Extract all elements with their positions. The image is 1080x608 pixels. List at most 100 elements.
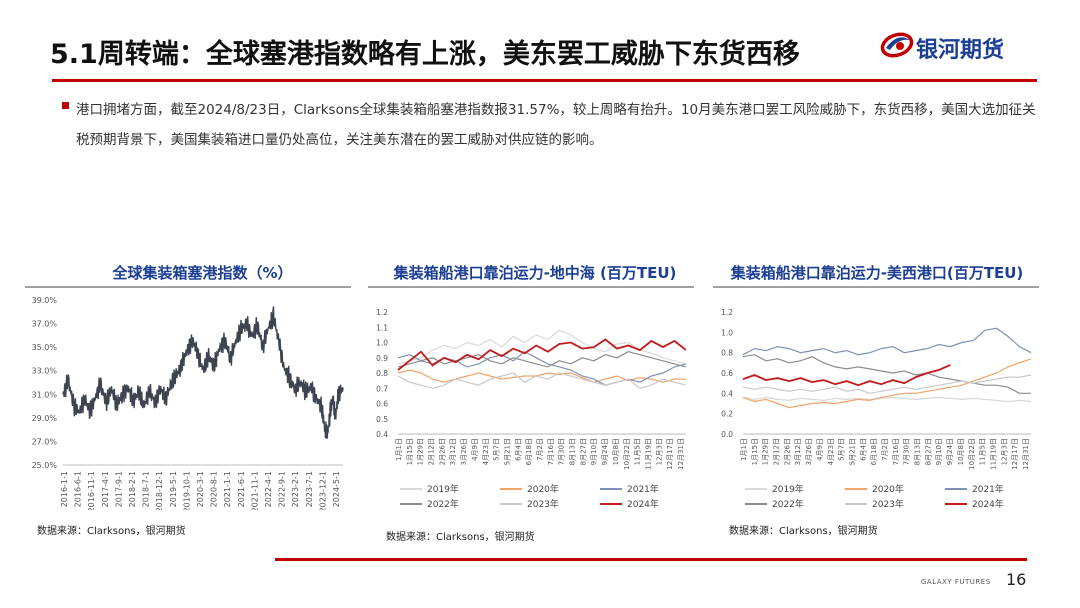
y-tick-label: 0.9 [376, 354, 388, 363]
legend-item: 2019年 [400, 482, 459, 495]
y-tick-label: 35.0% [32, 343, 58, 352]
x-tick-label: 3月26日 [805, 438, 813, 465]
footer-brand: GALAXY FUTURES [921, 578, 991, 586]
series-line-2021年 [397, 350, 687, 386]
x-tick-label: 2月26日 [783, 438, 791, 465]
x-tick-label: 12月31日 [677, 438, 685, 470]
x-tick-label: 3月12日 [449, 438, 457, 465]
chart1-title: 全球集装箱塞港指数（%） [112, 264, 293, 282]
x-tick-label: 9月24日 [946, 438, 954, 465]
x-tick-label: 8月27日 [579, 438, 587, 465]
chart3-title: 集装箱船港口靠泊运力-美西港口(百万TEU) [730, 264, 1024, 282]
series-line-2020年 [742, 358, 1032, 409]
x-tick-label: 9月10日 [935, 438, 943, 465]
x-tick-label: 2018-7-1 [142, 471, 151, 507]
galaxy-swirl-logo-icon [880, 32, 914, 58]
x-tick-label: 5月7日 [838, 438, 846, 461]
x-tick-label: 2022-9-1 [278, 471, 287, 507]
y-tick-label: 1.2 [376, 308, 388, 317]
y-tick-label: 0.4 [721, 389, 733, 398]
x-tick-label: 7月16日 [547, 438, 555, 465]
series-line-2023年 [397, 372, 687, 389]
bullet-marker [62, 102, 69, 109]
series-line-2021年 [742, 327, 1032, 356]
y-tick-label: 27.0% [32, 437, 58, 446]
x-tick-label: 2020-8-1 [210, 471, 219, 507]
x-tick-label: 6月4日 [859, 438, 867, 461]
x-tick-label: 10月22日 [968, 438, 976, 470]
chart1-source: 数据来源：Clarksons，银河期货 [37, 526, 186, 537]
x-tick-label: 11月19日 [644, 438, 652, 470]
congestion-index-chart: 39.0% 37.0% 35.0% 33.0% 31.0% 29.0% 27.0% 25.0%… [32, 296, 344, 510]
brand-logo: 银河期货 [880, 24, 1040, 68]
x-tick-label: 9月10日 [590, 438, 598, 465]
x-tick-label: 12月17日 [666, 438, 674, 470]
legend-label: 2024年 [627, 500, 659, 510]
x-tick-label: 2019-5-1 [169, 471, 178, 507]
legend-item: 2023年 [500, 497, 559, 510]
x-tick-label: 11月5日 [634, 438, 642, 465]
legend-swatch [600, 487, 622, 490]
legend-item: 2022年 [745, 497, 804, 510]
y-tick-label: 0.2 [721, 410, 733, 419]
y-tick-label: 0.7 [376, 384, 388, 393]
x-tick-label: 8月13日 [914, 438, 922, 465]
x-tick-label: 2020-3-1 [196, 471, 205, 507]
legend-label: 2023年 [872, 500, 904, 510]
chart2-source: 数据来源：Clarksons，银河期货 [386, 532, 535, 543]
chart3-legend: 2019年 2020年 2021年 2022年 2023年 2024年 [745, 482, 1045, 512]
x-tick-label: 4月23日 [482, 438, 490, 465]
series-line-2024年 [742, 364, 951, 387]
chart2-title: 集装箱船港口靠泊运力-地中海 (百万TEU) [393, 264, 677, 282]
x-tick-label: 4月23日 [827, 438, 835, 465]
chart3-divider [713, 286, 1039, 288]
legend-swatch [945, 487, 967, 490]
legend-swatch [945, 502, 967, 505]
x-tick-label: 7月2日 [881, 438, 889, 461]
legend-label: 2021年 [627, 485, 659, 495]
x-tick-label: 2018-12-1 [155, 471, 164, 510]
x-tick-label: 2016-11-1 [87, 471, 96, 510]
x-tick-label: 4月9日 [471, 438, 479, 461]
x-tick-label: 2022-4-1 [264, 471, 273, 507]
title-divider [52, 79, 1037, 82]
x-tick-label: 2023-7-1 [305, 471, 314, 507]
series-line-2020年 [397, 369, 686, 383]
legend-item: 2021年 [600, 482, 659, 495]
x-tick-label: 9月24日 [601, 438, 609, 465]
series-line-2019年 [742, 396, 1032, 403]
x-tick-label: 5月21日 [503, 438, 511, 465]
summary-text: 港口拥堵方面，截至2024/8/23日，Clarksons全球集装箱船塞港指数报… [76, 102, 1036, 148]
legend-label: 2021年 [972, 485, 1004, 495]
legend-swatch [845, 487, 867, 490]
legend-label: 2024年 [972, 500, 1004, 510]
x-tick-label: 7月2日 [536, 438, 544, 461]
y-tick-label: 37.0% [32, 320, 58, 329]
x-tick-label: 2018-2-1 [128, 471, 137, 507]
x-tick-label: 1月15日 [751, 438, 759, 465]
x-tick-label: 2016-1-1 [60, 471, 69, 507]
legend-swatch [500, 502, 522, 505]
x-tick-label: 8月13日 [569, 438, 577, 465]
x-tick-label: 5月21日 [848, 438, 856, 465]
x-tick-label: 2017-9-1 [114, 471, 123, 507]
legend-label: 2023年 [527, 500, 559, 510]
series-line-2022年 [397, 351, 687, 368]
x-tick-label: 6月18日 [870, 438, 878, 465]
x-tick-label: 12月3日 [1000, 438, 1008, 465]
x-tick-label: 2023-12-1 [318, 471, 327, 510]
chart1-divider [25, 286, 351, 288]
legend-item: 2023年 [845, 497, 904, 510]
chart2-legend: 2019年 2020年 2021年 2022年 2023年 2024年 [400, 482, 700, 512]
chart3-source: 数据来源：Clarksons，银河期货 [729, 526, 878, 537]
x-tick-label: 1月29日 [762, 438, 770, 465]
legend-label: 2020年 [872, 485, 904, 495]
x-tick-label: 6月18日 [525, 438, 533, 465]
page-title: 5.1周转端：全球塞港指数略有上涨，美东罢工威胁下东货西移 [50, 39, 800, 70]
legend-item: 2024年 [600, 497, 659, 510]
y-tick-label: 33.0% [32, 367, 58, 376]
y-tick-label: 0.8 [376, 369, 388, 378]
x-tick-label: 12月31日 [1022, 438, 1030, 470]
legend-swatch [745, 487, 767, 490]
x-tick-label: 3月26日 [460, 438, 468, 465]
